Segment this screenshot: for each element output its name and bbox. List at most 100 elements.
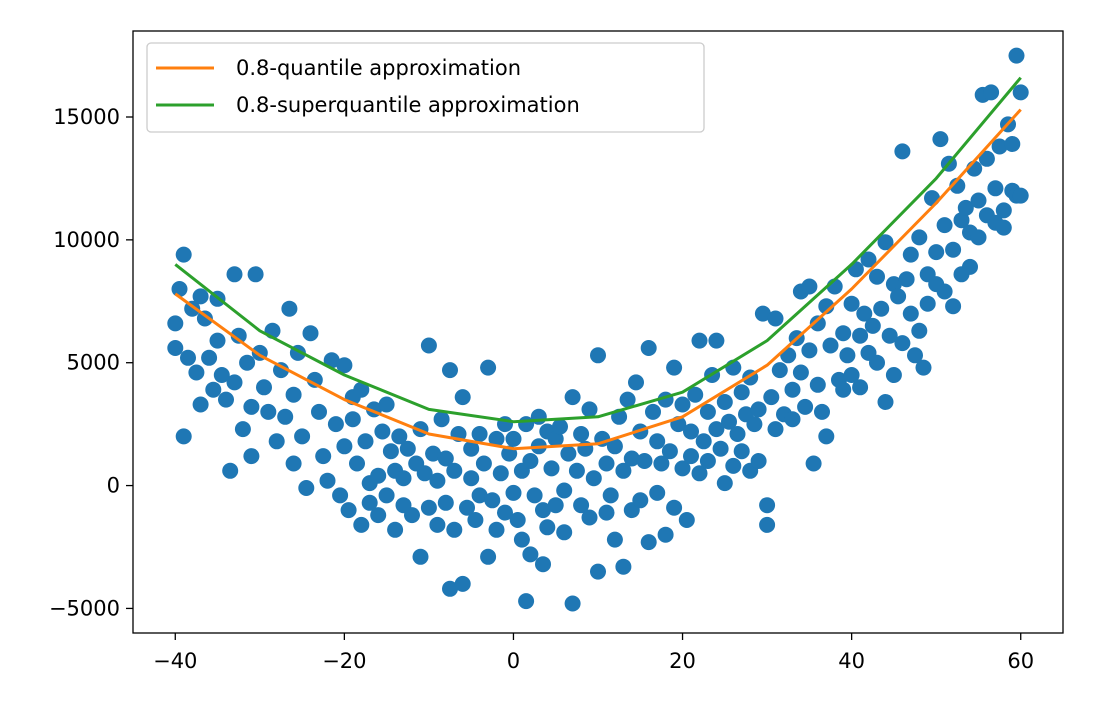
scatter-point [678, 512, 695, 528]
scatter-point [699, 403, 716, 420]
scatter-point [306, 371, 323, 388]
x-tick-label: −40 [153, 649, 197, 673]
scatter-point [340, 502, 357, 519]
scatter-point [708, 332, 725, 349]
scatter-point [535, 556, 551, 573]
scatter-point [645, 403, 661, 420]
scatter-point [463, 440, 480, 457]
scatter-point [273, 362, 289, 379]
scatter-point [936, 217, 953, 234]
scatter-point [860, 251, 877, 268]
scatter-point [218, 391, 234, 408]
plot-frame [132, 30, 1064, 634]
scatter-point [902, 246, 919, 263]
scatter-point [442, 362, 458, 379]
x-tick-label: 0 [507, 649, 520, 673]
scatter-point [509, 512, 526, 528]
scatter-point [442, 580, 458, 597]
scatter-point [399, 440, 416, 457]
scatter-point [949, 177, 966, 194]
scatter-point [205, 381, 222, 398]
scatter-point [691, 332, 708, 349]
scatter-point [716, 475, 733, 492]
scatter-point [374, 423, 391, 440]
scatter-point [746, 416, 763, 433]
scatter-point [894, 143, 911, 160]
scatter-point [623, 450, 640, 467]
scatter-point [919, 295, 936, 312]
scatter-point [543, 460, 560, 477]
x-tick-label: 40 [838, 649, 865, 673]
scatter-point [716, 394, 733, 410]
scatter-point [311, 403, 327, 420]
scatter-point [480, 359, 497, 376]
scatter-point [987, 180, 1004, 197]
scatter-point [632, 492, 649, 509]
scatter-point [522, 453, 539, 469]
scatter-point [636, 453, 653, 469]
scatter-point [666, 359, 683, 376]
scatter-point [885, 367, 902, 383]
scatter-point [907, 347, 923, 364]
scatter-point [957, 199, 974, 216]
scatter-point [640, 340, 657, 356]
scatter-point [767, 421, 784, 438]
scatter-point [1004, 136, 1021, 152]
scatter-point [446, 462, 463, 479]
scatter-point [391, 428, 408, 445]
scatter-point [898, 271, 915, 288]
scatter-point [505, 484, 522, 501]
scatter-point [759, 497, 776, 514]
scatter-point [513, 531, 530, 548]
scatter-point [869, 268, 885, 285]
scatter-point [573, 497, 590, 514]
scatter-point [230, 327, 247, 344]
scatter-point [852, 327, 869, 344]
scatter-point [801, 342, 818, 359]
scatter-point [983, 84, 1000, 101]
scatter-point [784, 411, 801, 428]
scatter-point [378, 487, 395, 504]
y-tick-label: 10000 [53, 228, 120, 252]
scatter-point [336, 357, 353, 374]
scatter-point [818, 428, 835, 445]
scatter-point [585, 470, 602, 487]
scatter-point [196, 310, 213, 327]
scatter-point [556, 524, 573, 541]
scatter-point [797, 398, 814, 415]
scatter-point [733, 443, 750, 460]
scatter-point [932, 131, 949, 148]
scatter-point [226, 266, 243, 283]
scatter-point [463, 470, 480, 487]
scatter-point [226, 374, 243, 391]
scatter-point [323, 352, 340, 369]
scatter-point [877, 394, 894, 410]
scatter-point [327, 416, 344, 433]
scatter-point [809, 315, 826, 332]
scatter-point [552, 418, 568, 435]
scatter-point [188, 364, 205, 381]
scatter-point [471, 487, 488, 504]
scatter-point [590, 347, 606, 364]
y-tick-label: 0 [107, 474, 120, 498]
scatter-point [201, 349, 218, 366]
scatter-point [370, 507, 387, 524]
scatter-point [763, 389, 780, 406]
scatter-point [945, 241, 962, 258]
scatter-point [484, 492, 501, 509]
scatter-point [1008, 47, 1025, 64]
scatter-point [877, 234, 894, 251]
scatter-point [535, 502, 551, 519]
scatter-point [894, 335, 911, 352]
scatter-point [382, 443, 399, 460]
scatter-point [505, 430, 522, 447]
scatter-point [708, 421, 725, 438]
scatter-point [661, 443, 678, 460]
scatter-point [315, 448, 332, 465]
scatter-point [598, 504, 615, 521]
scatter-point [429, 472, 446, 489]
legend-box [146, 42, 705, 133]
scatter-point [674, 460, 691, 477]
scatter-point [911, 322, 928, 339]
